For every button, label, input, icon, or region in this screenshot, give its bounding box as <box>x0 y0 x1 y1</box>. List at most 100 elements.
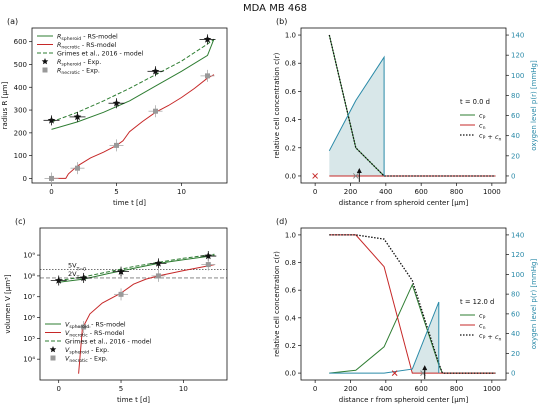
x-axis-label: distance r from spheroid center [μm] <box>339 396 469 404</box>
x-tick-label: 800 <box>450 385 463 393</box>
y-right-tick-label: 140 <box>511 231 524 239</box>
series-line-c-p-c-n <box>329 234 496 374</box>
figure-title: MDA MB 468 <box>243 3 307 14</box>
legend-label: Rspheroid - Exp. <box>57 59 101 68</box>
data-point-star <box>154 259 163 267</box>
axes-frame <box>300 27 507 184</box>
legend-label: cn <box>479 121 486 131</box>
panel-label: (b) <box>276 17 287 26</box>
chart-panel-4: 0 200 400 600 800 1000 0.0 0.2 0.4 0.6 0.8 1.0 0 20 40… <box>273 217 538 404</box>
legend-label: Vnecrotic - RS-model <box>65 330 125 339</box>
y-right-tick-label: 60 <box>511 310 520 318</box>
legend-label: Rnecrotic - RS-model <box>57 42 117 51</box>
legend-label: cP <box>479 311 486 321</box>
data-point-square <box>49 175 54 181</box>
axes-frame <box>300 227 507 381</box>
series-line-grimes-et-al-2016-model <box>51 38 215 123</box>
data-point-square <box>205 262 211 268</box>
series-line-c-n <box>329 234 496 374</box>
y-tick-label: 300 <box>14 107 27 115</box>
x-tick-label: 0 <box>313 188 317 196</box>
arrow-head <box>422 365 428 371</box>
necrotic-radius-marker <box>391 370 398 376</box>
x-axis-label: distance r from spheroid center [μm] <box>339 199 469 207</box>
legend-label: Rspheroid - RS-model <box>57 33 118 42</box>
y-right-tick-label: 120 <box>511 251 524 259</box>
data-point-square <box>75 165 80 171</box>
y-tick-label: 0.4 <box>285 116 297 124</box>
data-point-star <box>117 267 125 275</box>
series-line-r-necrotic-rs-model <box>51 74 215 179</box>
legend-label: Vnecrotic - Exp. <box>65 355 108 364</box>
y-right-tick-label: 120 <box>511 52 524 60</box>
arrow-head <box>356 167 362 173</box>
x-axis-label: time t [d] <box>113 199 146 207</box>
panel-label: (a) <box>7 17 18 26</box>
y-tick-label: 400 <box>14 84 27 92</box>
y-tick-label: 1.0 <box>285 32 296 40</box>
x-tick-label: 800 <box>450 188 463 196</box>
y-axis-label: volumen V [μm³] <box>4 274 12 333</box>
data-point-star <box>204 252 213 260</box>
necrotic-radius-marker <box>312 173 318 179</box>
legend-swatch <box>41 58 49 65</box>
legend-label: cP + cn <box>479 331 502 342</box>
data-point-star <box>203 35 212 43</box>
x-tick-label: 5 <box>114 188 118 196</box>
x-tick-label: 600 <box>414 385 427 393</box>
series-line-oxygen <box>328 55 385 176</box>
x-tick-label: 0 <box>49 188 53 196</box>
y-right-tick-label: 20 <box>511 152 520 160</box>
data-point-star <box>151 67 160 75</box>
y-right-tick-label: 40 <box>511 132 520 140</box>
y-tick-label: 0 <box>23 175 27 183</box>
spheroid-radius-marker <box>352 173 359 179</box>
time-annotation: t = 12.0 d <box>460 298 494 306</box>
legend-label: cn <box>479 321 486 331</box>
legend-label: cP + cn <box>479 131 502 142</box>
x-tick-label: 10 <box>179 385 188 393</box>
x-tick-label: 5 <box>119 385 123 393</box>
y-right-axis-label: oxygen level p(r) [mmHg] <box>530 259 538 350</box>
y-tick-label: 0.2 <box>285 342 296 350</box>
data-point-star <box>112 99 121 107</box>
x-tick-label: 0 <box>56 385 60 393</box>
data-point-square <box>153 108 158 114</box>
legend-swatch <box>42 67 48 73</box>
data-point-square <box>118 291 124 297</box>
y-tick-label: 200 <box>14 129 27 137</box>
y-axis-label: relative cell concentration c(r) <box>273 251 281 357</box>
y-tick-label: 10⁷ <box>23 293 35 301</box>
y-tick-label: 0.6 <box>285 88 297 96</box>
legend-label: Grimes et al., 2016 - model <box>57 50 144 57</box>
y-axis-label: relative cell concentration c(r) <box>273 52 281 158</box>
y-tick-label: 600 <box>14 38 27 46</box>
panel-label: (d) <box>276 217 287 226</box>
series-line-r-spheroid-rs-model <box>51 38 215 130</box>
y-tick-label: 10⁵ <box>23 335 35 343</box>
x-tick-label: 1000 <box>483 385 501 393</box>
x-tick-label: 0 <box>313 385 317 393</box>
y-right-tick-label: 20 <box>511 350 520 358</box>
series-line-v-necrotic-rs-model <box>78 264 215 374</box>
y-tick-label: 100 <box>14 152 27 160</box>
y-right-tick-label: 140 <box>511 32 524 40</box>
y-tick-label: 0.0 <box>285 172 296 180</box>
axes-frame <box>31 27 228 184</box>
y-right-tick-label: 100 <box>511 72 524 80</box>
y-right-tick-label: 80 <box>511 92 520 100</box>
y-right-tick-label: 40 <box>511 330 520 338</box>
data-point-star <box>47 116 56 124</box>
y-tick-label: 10⁶ <box>23 314 35 322</box>
y-tick-label: 0.6 <box>285 287 297 295</box>
legend-label: Grimes et al., 2016 - model <box>65 338 152 345</box>
y-right-tick-label: 60 <box>511 112 520 120</box>
x-tick-label: 10 <box>177 188 186 196</box>
data-point-square <box>155 273 161 279</box>
legend-swatch <box>49 346 57 353</box>
y-tick-label: 10⁸ <box>23 272 35 280</box>
data-point-star <box>54 276 63 284</box>
y-tick-label: 0.8 <box>285 60 296 68</box>
